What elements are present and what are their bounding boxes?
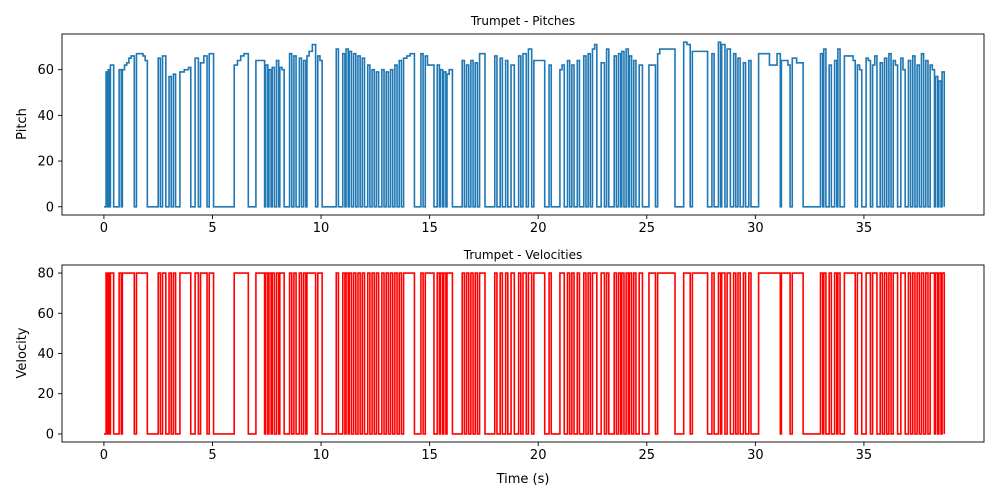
pitch-y-tick-label: 0 xyxy=(46,200,54,215)
pitch-y-axis: 0 20 40 60 xyxy=(37,63,62,215)
velocity-y-axis-label: Velocity xyxy=(15,327,30,378)
pitch-x-axis: 0 5 10 15 20 25 30 35 xyxy=(100,215,872,236)
pitch-series-line xyxy=(103,41,946,208)
pitch-x-tick-label: 0 xyxy=(100,221,108,236)
pitch-x-tick-label: 30 xyxy=(747,221,764,236)
velocity-x-tick-label: 5 xyxy=(208,448,216,463)
velocity-x-tick-label: 20 xyxy=(530,448,547,463)
velocity-y-tick-label: 20 xyxy=(37,387,54,402)
pitch-y-tick-label: 60 xyxy=(37,63,54,78)
pitch-x-tick-label: 15 xyxy=(421,221,438,236)
pitch-x-tick-label: 25 xyxy=(638,221,655,236)
pitch-x-tick-label: 20 xyxy=(530,221,547,236)
velocity-y-axis: 0 20 40 60 80 xyxy=(37,267,62,442)
velocity-series-layer xyxy=(103,272,946,435)
pitch-y-tick-label: 40 xyxy=(37,109,54,124)
velocity-x-axis: 0 5 10 15 20 25 30 35 xyxy=(100,442,872,463)
pitch-y-axis-label: Pitch xyxy=(15,108,30,140)
pitch-y-tick-label: 20 xyxy=(37,155,54,170)
velocity-y-tick-label: 80 xyxy=(37,267,54,282)
velocity-x-tick-label: 0 xyxy=(100,448,108,463)
velocity-chart-title: Trumpet - Velocities xyxy=(463,248,582,262)
velocity-series-line xyxy=(103,272,946,435)
velocity-x-tick-label: 30 xyxy=(747,448,764,463)
pitch-x-tick-label: 35 xyxy=(856,221,873,236)
velocity-x-axis-label: Time (s) xyxy=(496,472,550,487)
velocity-panel: Trumpet - Velocities 0 5 10 15 20 25 30 35 0 20 4… xyxy=(15,248,985,487)
pitch-panel: Trumpet - Pitches 0 5 10 15 20 25 30 35 0 20 40 60… xyxy=(15,14,985,236)
velocity-y-tick-label: 40 xyxy=(37,347,54,362)
pitch-x-tick-label: 5 xyxy=(208,221,216,236)
velocity-x-tick-label: 15 xyxy=(421,448,438,463)
pitch-series-layer xyxy=(103,41,946,208)
velocity-x-tick-label: 10 xyxy=(313,448,330,463)
pitch-plot-frame xyxy=(61,33,985,216)
velocity-y-tick-label: 60 xyxy=(37,307,54,322)
pitch-x-tick-label: 10 xyxy=(313,221,330,236)
pitch-chart-title: Trumpet - Pitches xyxy=(470,14,575,28)
velocity-x-tick-label: 25 xyxy=(638,448,655,463)
velocity-x-tick-label: 35 xyxy=(856,448,873,463)
velocity-y-tick-label: 0 xyxy=(46,427,54,442)
